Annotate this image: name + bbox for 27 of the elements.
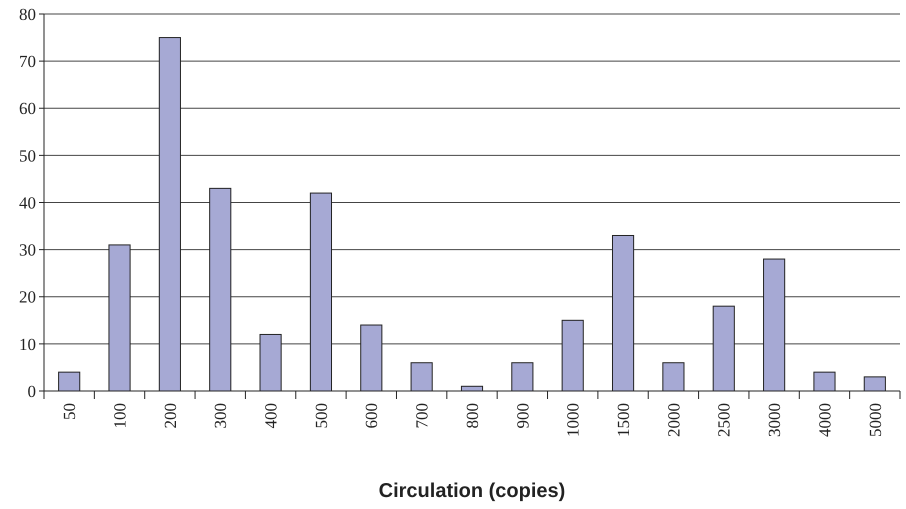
x-tick-label: 1500 bbox=[614, 403, 634, 437]
x-tick-label: 50 bbox=[60, 403, 80, 420]
x-tick-label: 2500 bbox=[714, 403, 734, 437]
x-tick-label: 4000 bbox=[815, 403, 834, 437]
x-tick-label: 2000 bbox=[664, 403, 684, 437]
x-tick-label: 300 bbox=[211, 403, 230, 428]
y-tick-label: 70 bbox=[19, 52, 36, 72]
x-tick-label: 800 bbox=[462, 403, 482, 428]
x-tick-label: 700 bbox=[412, 403, 432, 428]
x-tick-label: 900 bbox=[513, 403, 532, 428]
x-tick-label: 100 bbox=[110, 403, 130, 428]
x-tick-label: 1000 bbox=[564, 403, 583, 437]
y-tick-label: 40 bbox=[19, 193, 36, 212]
x-tick-label: 3000 bbox=[765, 403, 784, 437]
x-tick-label: 400 bbox=[262, 403, 281, 428]
x-tick-label: 500 bbox=[312, 403, 331, 428]
x-tick-label: 600 bbox=[362, 403, 382, 428]
y-tick-label: 30 bbox=[19, 240, 36, 260]
y-tick-label: 60 bbox=[19, 99, 36, 118]
x-tick-label: 200 bbox=[160, 403, 180, 428]
y-tick-label: 20 bbox=[19, 288, 36, 307]
y-tick-label: 50 bbox=[19, 146, 36, 166]
x-axis-title: Circulation (copies) bbox=[378, 480, 566, 502]
y-tick-label: 80 bbox=[19, 4, 36, 24]
x-tick-label: 5000 bbox=[866, 403, 885, 437]
y-tick-label: 10 bbox=[19, 334, 36, 354]
y-tick-label: 0 bbox=[28, 382, 36, 401]
